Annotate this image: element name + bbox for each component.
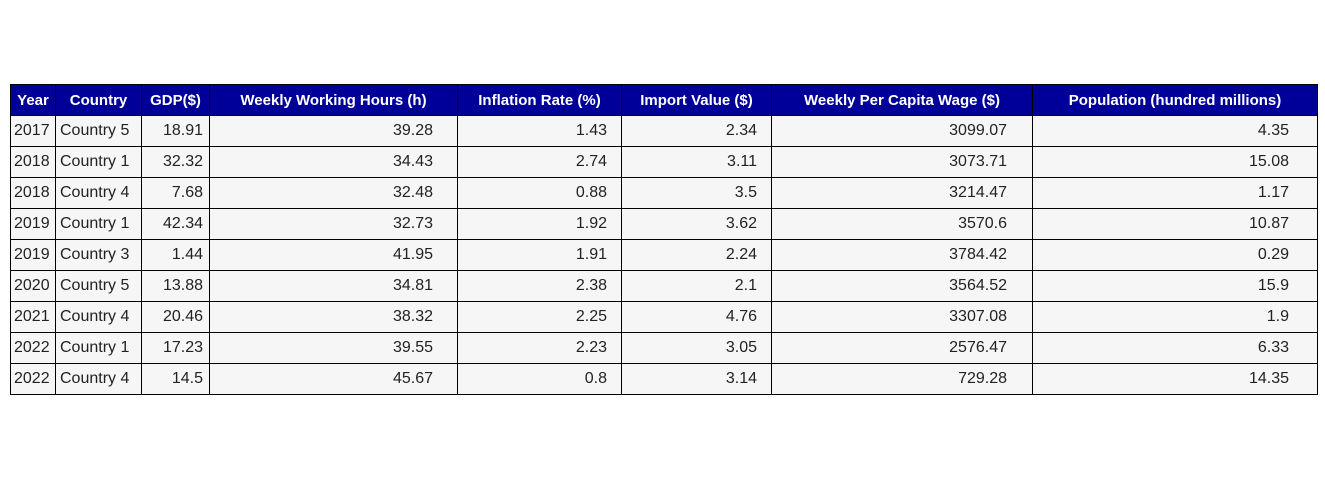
year-cell: 2021 [10,301,56,333]
population-cell: 1.17 [1032,177,1318,209]
header-row: Year Country GDP($) Weekly Working Hours… [10,84,1318,116]
inflation-rate-cell: 1.91 [457,239,622,271]
gdp-cell: 18.91 [141,115,210,147]
column-header-inflation-rate: Inflation Rate (%) [457,84,622,116]
wage-cell: 3099.07 [771,115,1033,147]
year-cell: 2018 [10,177,56,209]
import-value-cell: 3.11 [621,146,772,178]
table-row: 2018 Country 4 7.68 32.48 0.88 3.5 3214.47 1.17 [10,177,1318,209]
country-cell: Country 5 [55,115,142,147]
import-value-cell: 2.24 [621,239,772,271]
column-header-population: Population (hundred millions) [1032,84,1318,116]
gdp-cell: 17.23 [141,332,210,364]
population-cell: 0.29 [1032,239,1318,271]
inflation-rate-cell: 1.43 [457,115,622,147]
wage-cell: 3564.52 [771,270,1033,302]
table-row: 2022 Country 4 14.5 45.67 0.8 3.14 729.28 14.35 [10,363,1318,395]
population-cell: 6.33 [1032,332,1318,364]
working-hours-cell: 32.48 [209,177,458,209]
country-cell: Country 4 [55,177,142,209]
column-header-import-value: Import Value ($) [621,84,772,116]
inflation-rate-cell: 2.38 [457,270,622,302]
column-header-weekly-per-capita-wage: Weekly Per Capita Wage ($) [771,84,1033,116]
gdp-cell: 32.32 [141,146,210,178]
wage-cell: 2576.47 [771,332,1033,364]
working-hours-cell: 32.73 [209,208,458,240]
country-cell: Country 1 [55,146,142,178]
population-cell: 15.9 [1032,270,1318,302]
table-row: 2017 Country 5 18.91 39.28 1.43 2.34 3099.07 4.… [10,115,1318,147]
year-cell: 2019 [10,239,56,271]
working-hours-cell: 34.81 [209,270,458,302]
wage-cell: 3307.08 [771,301,1033,333]
working-hours-cell: 41.95 [209,239,458,271]
country-cell: Country 4 [55,363,142,395]
column-header-country: Country [55,84,142,116]
working-hours-cell: 38.32 [209,301,458,333]
import-value-cell: 3.5 [621,177,772,209]
working-hours-cell: 39.28 [209,115,458,147]
inflation-rate-cell: 1.92 [457,208,622,240]
population-cell: 15.08 [1032,146,1318,178]
wage-cell: 3073.71 [771,146,1033,178]
gdp-cell: 7.68 [141,177,210,209]
year-cell: 2018 [10,146,56,178]
table-row: 2019 Country 1 42.34 32.73 1.92 3.62 3570.6 10.… [10,208,1318,240]
column-header-year: Year [10,84,56,116]
working-hours-cell: 39.55 [209,332,458,364]
working-hours-cell: 34.43 [209,146,458,178]
gdp-cell: 42.34 [141,208,210,240]
country-cell: Country 4 [55,301,142,333]
import-value-cell: 3.05 [621,332,772,364]
gdp-cell: 13.88 [141,270,210,302]
year-cell: 2017 [10,115,56,147]
table-row: 2022 Country 1 17.23 39.55 2.23 3.05 2576.47 6.… [10,332,1318,364]
import-value-cell: 3.14 [621,363,772,395]
inflation-rate-cell: 2.74 [457,146,622,178]
table-row: 2020 Country 5 13.88 34.81 2.38 2.1 3564.52 15.… [10,270,1318,302]
population-cell: 10.87 [1032,208,1318,240]
import-value-cell: 2.34 [621,115,772,147]
wage-cell: 3214.47 [771,177,1033,209]
table-row: 2019 Country 3 1.44 41.95 1.91 2.24 3784.42 0.2… [10,239,1318,271]
country-cell: Country 5 [55,270,142,302]
year-cell: 2022 [10,363,56,395]
population-cell: 1.9 [1032,301,1318,333]
year-cell: 2020 [10,270,56,302]
gdp-cell: 1.44 [141,239,210,271]
working-hours-cell: 45.67 [209,363,458,395]
wage-cell: 3784.42 [771,239,1033,271]
import-value-cell: 3.62 [621,208,772,240]
inflation-rate-cell: 0.88 [457,177,622,209]
inflation-rate-cell: 0.8 [457,363,622,395]
import-value-cell: 2.1 [621,270,772,302]
country-cell: Country 1 [55,332,142,364]
population-cell: 14.35 [1032,363,1318,395]
data-table: Year Country GDP($) Weekly Working Hours… [10,84,1318,395]
table-body: 2017 Country 5 18.91 39.28 1.43 2.34 3099.07 4.… [10,115,1318,395]
year-cell: 2019 [10,208,56,240]
population-cell: 4.35 [1032,115,1318,147]
country-cell: Country 1 [55,208,142,240]
gdp-cell: 14.5 [141,363,210,395]
inflation-rate-cell: 2.25 [457,301,622,333]
country-cell: Country 3 [55,239,142,271]
table-row: 2021 Country 4 20.46 38.32 2.25 4.76 3307.08 1.… [10,301,1318,333]
column-header-gdp: GDP($) [141,84,210,116]
inflation-rate-cell: 2.23 [457,332,622,364]
gdp-cell: 20.46 [141,301,210,333]
wage-cell: 3570.6 [771,208,1033,240]
year-cell: 2022 [10,332,56,364]
import-value-cell: 4.76 [621,301,772,333]
column-header-weekly-working-hours: Weekly Working Hours (h) [209,84,458,116]
wage-cell: 729.28 [771,363,1033,395]
table-row: 2018 Country 1 32.32 34.43 2.74 3.11 3073.71 15… [10,146,1318,178]
